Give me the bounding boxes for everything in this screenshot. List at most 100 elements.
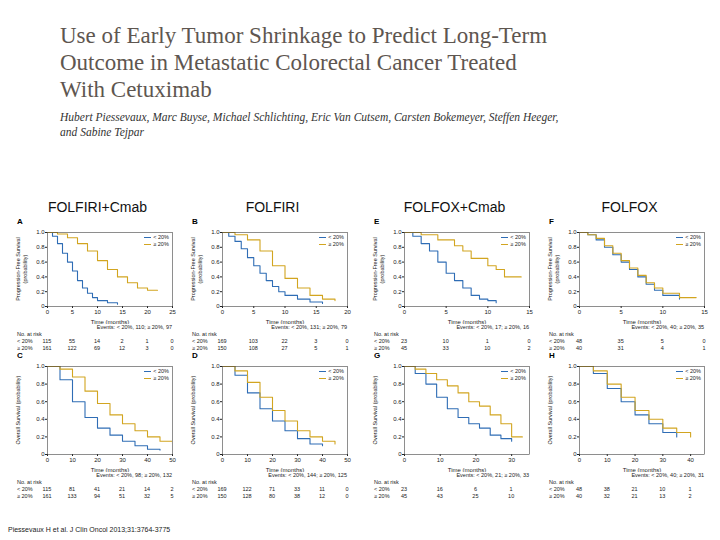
svg-text:0.4: 0.4 — [568, 274, 577, 280]
svg-text:0: 0 — [573, 451, 577, 457]
svg-text:0: 0 — [398, 451, 402, 457]
svg-text:0.4: 0.4 — [36, 274, 45, 280]
svg-text:0: 0 — [46, 457, 50, 463]
svg-text:0.6: 0.6 — [211, 399, 220, 405]
svg-text:1.0: 1.0 — [211, 363, 220, 369]
html-text:FOLFIRI+Cmab: FOLFIRI+Cmab — [47, 199, 148, 215]
svg-text:0.8: 0.8 — [393, 381, 402, 387]
svg-text:0: 0 — [41, 303, 45, 309]
svg-text:15: 15 — [313, 309, 320, 315]
svg-text:0.4: 0.4 — [393, 416, 402, 422]
svg-text:20: 20 — [632, 457, 639, 463]
svg-text:40: 40 — [687, 457, 694, 463]
svg-text:0: 0 — [578, 309, 582, 315]
svg-text:0.4: 0.4 — [211, 416, 220, 422]
svg-text:1.0: 1.0 — [568, 363, 577, 369]
svg-text:1.0: 1.0 — [211, 229, 220, 235]
svg-text:1.0: 1.0 — [393, 229, 402, 235]
svg-text:0.6: 0.6 — [393, 399, 402, 405]
svg-text:Time (months): Time (months) — [266, 319, 304, 325]
svg-text:30: 30 — [119, 457, 126, 463]
svg-text:40: 40 — [319, 457, 326, 463]
svg-text:0.2: 0.2 — [211, 289, 220, 295]
svg-text:0: 0 — [403, 309, 407, 315]
svg-text:1.0: 1.0 — [36, 229, 45, 235]
svg-text:30: 30 — [659, 457, 666, 463]
svg-text:25: 25 — [169, 309, 176, 315]
svg-text:Time (months): Time (months) — [448, 467, 486, 473]
svg-text:Time (months): Time (months) — [448, 319, 486, 325]
svg-text:0.4: 0.4 — [568, 416, 577, 422]
svg-text:5: 5 — [619, 309, 623, 315]
svg-text:10: 10 — [484, 309, 491, 315]
svg-text:0.6: 0.6 — [36, 259, 45, 265]
svg-text:15: 15 — [526, 309, 533, 315]
svg-text:0: 0 — [573, 303, 577, 309]
svg-text:50: 50 — [169, 457, 176, 463]
svg-text:0.4: 0.4 — [36, 416, 45, 422]
svg-text:40: 40 — [144, 457, 151, 463]
svg-text:15: 15 — [119, 309, 126, 315]
svg-text:30: 30 — [508, 457, 515, 463]
svg-text:0.8: 0.8 — [568, 381, 577, 387]
html-text:Outcome in Metastatic Colorect: Outcome in Metastatic Colorectal Cancer … — [60, 50, 517, 75]
svg-text:10: 10 — [437, 457, 444, 463]
svg-text:0.8: 0.8 — [568, 244, 577, 250]
svg-text:0.6: 0.6 — [36, 399, 45, 405]
svg-text:5: 5 — [71, 309, 75, 315]
svg-text:10: 10 — [659, 309, 666, 315]
svg-text:1.0: 1.0 — [36, 363, 45, 369]
svg-text:0.2: 0.2 — [36, 289, 45, 295]
svg-text:Time (months): Time (months) — [266, 467, 304, 473]
html-text:With Cetuximab: With Cetuximab — [60, 77, 212, 102]
svg-text:Time (months): Time (months) — [623, 319, 661, 325]
svg-text:0.8: 0.8 — [211, 244, 220, 250]
svg-text:20: 20 — [344, 309, 351, 315]
svg-text:1.0: 1.0 — [568, 229, 577, 235]
svg-text:0.4: 0.4 — [211, 274, 220, 280]
svg-text:Time (months): Time (months) — [623, 467, 661, 473]
svg-text:20: 20 — [473, 457, 480, 463]
svg-text:0.2: 0.2 — [393, 434, 402, 440]
svg-text:Time (months): Time (months) — [91, 319, 129, 325]
html-text:Use of Early Tumor Shrinkage t: Use of Early Tumor Shrinkage to Predict … — [60, 23, 548, 48]
svg-text:0.8: 0.8 — [211, 381, 220, 387]
svg-text:0.8: 0.8 — [36, 244, 45, 250]
svg-text:5: 5 — [444, 309, 448, 315]
svg-text:0.2: 0.2 — [36, 434, 45, 440]
svg-text:0: 0 — [403, 457, 407, 463]
svg-text:0: 0 — [216, 303, 220, 309]
svg-text:0: 0 — [398, 303, 402, 309]
svg-text:5: 5 — [252, 309, 256, 315]
svg-text:30: 30 — [294, 457, 301, 463]
svg-text:0: 0 — [578, 457, 582, 463]
svg-text:10: 10 — [282, 309, 289, 315]
svg-text:0.6: 0.6 — [211, 259, 220, 265]
svg-text:0.6: 0.6 — [568, 399, 577, 405]
svg-text:Time (months): Time (months) — [91, 467, 129, 473]
svg-text:50: 50 — [344, 457, 351, 463]
svg-text:0: 0 — [221, 309, 225, 315]
svg-text:0.6: 0.6 — [568, 259, 577, 265]
svg-text:10: 10 — [604, 457, 611, 463]
svg-text:0: 0 — [216, 451, 220, 457]
svg-text:0.6: 0.6 — [393, 259, 402, 265]
svg-text:10: 10 — [244, 457, 251, 463]
svg-text:0.2: 0.2 — [568, 434, 577, 440]
svg-text:0.2: 0.2 — [568, 289, 577, 295]
svg-text:0.4: 0.4 — [393, 274, 402, 280]
svg-text:15: 15 — [701, 309, 708, 315]
svg-text:1.0: 1.0 — [393, 363, 402, 369]
svg-text:0: 0 — [221, 457, 225, 463]
svg-text:20: 20 — [94, 457, 101, 463]
svg-text:0.8: 0.8 — [393, 244, 402, 250]
svg-text:20: 20 — [269, 457, 276, 463]
svg-text:0.2: 0.2 — [393, 289, 402, 295]
svg-text:0: 0 — [46, 309, 50, 315]
svg-text:10: 10 — [69, 457, 76, 463]
svg-text:10: 10 — [94, 309, 101, 315]
svg-text:0: 0 — [41, 451, 45, 457]
svg-text:0.8: 0.8 — [36, 381, 45, 387]
svg-text:20: 20 — [144, 309, 151, 315]
svg-text:0.2: 0.2 — [211, 434, 220, 440]
